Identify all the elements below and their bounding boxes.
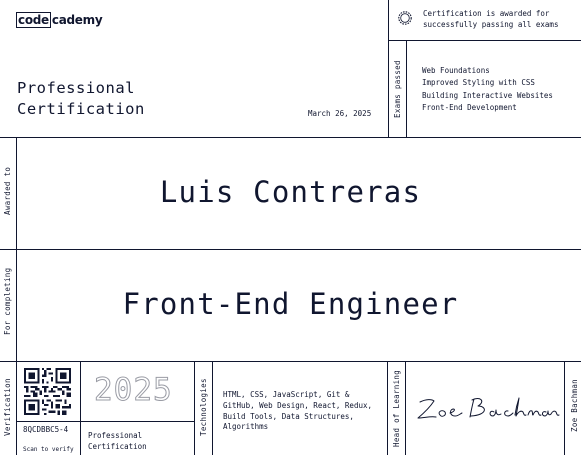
exam-item: Improved Styling with CSS	[422, 78, 535, 88]
verification-qr-code[interactable]	[24, 368, 71, 415]
scan-to-verify-text: Scan to verify	[23, 446, 74, 453]
technologies-list: HTML, CSS, JavaScript, Git & GitHub, Web…	[223, 390, 383, 433]
exams-list: Web Foundations Improved Styling with CS…	[422, 65, 553, 114]
divider-course-bottom	[0, 361, 581, 362]
footer-certification-title: Professional Certification	[88, 430, 147, 452]
codecademy-logo: code cademy	[16, 12, 103, 28]
title-line-1: Professional	[17, 79, 135, 97]
technologies-line: Algorithms	[223, 422, 269, 432]
divider-code-row	[16, 421, 80, 422]
divider-left-label	[16, 137, 17, 455]
technologies-label: Technologies	[199, 378, 208, 436]
award-seal-icon	[398, 11, 412, 25]
exam-item: Web Foundations	[422, 66, 490, 75]
signature-image	[417, 397, 560, 419]
divider-role-label	[405, 361, 406, 455]
logo-cademy-text: cademy	[51, 13, 103, 27]
divider-cert-row	[80, 421, 194, 422]
exams-passed-label: Exams passed	[393, 60, 402, 118]
divider-header-right	[388, 0, 389, 137]
technologies-line: Build Tools, Data Structures,	[223, 411, 354, 421]
divider-name-bottom	[0, 249, 581, 250]
divider-year-right	[194, 361, 195, 455]
head-of-learning-label: Head of Learning	[392, 369, 401, 447]
divider-verification	[80, 361, 81, 455]
exam-item: Building Interactive Websites	[422, 90, 553, 100]
divider-header-bottom	[0, 137, 581, 138]
certificate-title: Professional Certification	[17, 78, 145, 120]
technologies-line: GitHub, Web Design, React, Redux,	[223, 400, 373, 410]
technologies-line: HTML, CSS, JavaScript, Git &	[223, 390, 350, 399]
footer-title-line-1: Professional	[88, 431, 143, 440]
divider-signer-name	[564, 361, 565, 455]
issue-date: March 26, 2025	[308, 109, 372, 118]
divider-exams-label	[406, 40, 407, 137]
divider-badge-bottom	[388, 40, 581, 41]
award-note: Certification is awarded for successfull…	[423, 9, 558, 30]
award-note-line-1: Certification is awarded for	[423, 9, 550, 18]
signer-name-label: Zoe Bachman	[570, 379, 579, 432]
divider-tech-label	[212, 361, 213, 455]
logo-code-box: code	[16, 12, 51, 28]
footer-title-line-2: Certification	[88, 442, 147, 451]
verification-label: Verification	[3, 378, 12, 436]
exam-item: Front-End Development	[422, 102, 517, 112]
verification-code: 8QCDBBC5-4	[23, 425, 69, 434]
recipient-name: Luis Contreras	[159, 175, 422, 209]
title-line-2: Certification	[17, 100, 145, 118]
divider-tech-right	[387, 361, 388, 455]
certificate-year: 2025	[94, 372, 173, 409]
award-note-line-2: successfully passing all exams	[423, 19, 559, 29]
course-name: Front-End Engineer	[122, 287, 459, 321]
